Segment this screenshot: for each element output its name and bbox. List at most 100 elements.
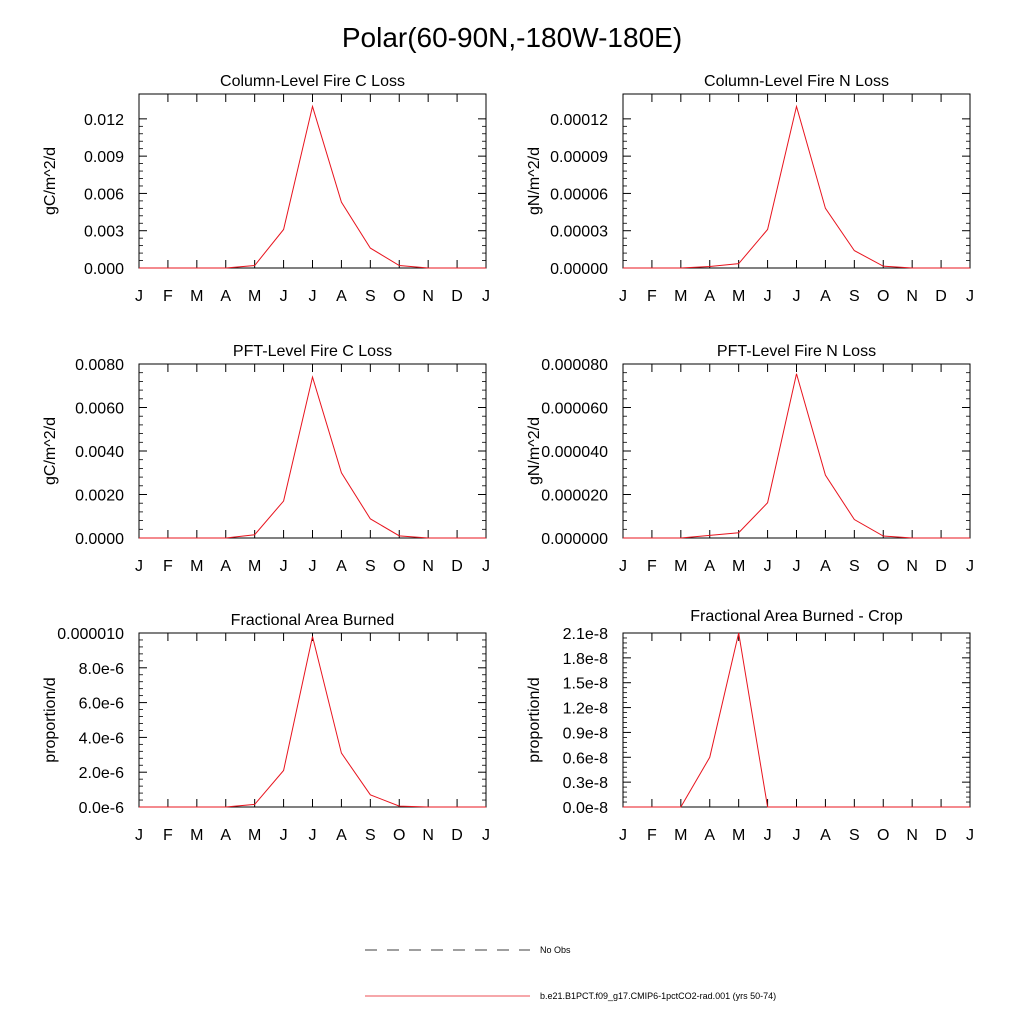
chart-3-xtick-label: A: [336, 558, 347, 575]
chart-1-xtick-label: J: [482, 288, 490, 305]
chart-3-xtick-label: J: [482, 558, 490, 575]
chart-2-xtick-label: F: [647, 288, 657, 305]
chart-3-xtick-label: M: [248, 558, 261, 575]
chart-4-ytick-label: 0.000000: [541, 531, 608, 548]
chart-4-xtick-label: D: [935, 558, 947, 575]
chart-3-ytick-label: 0.0080: [75, 357, 124, 374]
chart-1-ytick-label: 0.009: [84, 149, 124, 166]
chart-2-xtick-label: A: [820, 288, 831, 305]
chart-5-xtick-label: J: [482, 827, 490, 844]
chart-4-series-line: [623, 373, 970, 539]
chart-6-xtick-label: D: [935, 827, 947, 844]
chart-1-xtick-label: J: [309, 288, 317, 305]
chart-3-ylabel: gC/m^2/d: [42, 417, 59, 485]
chart-4-xtick-label: A: [820, 558, 831, 575]
chart-1-ytick-label: 0.006: [84, 186, 124, 203]
chart-1-xtick-label: N: [422, 288, 434, 305]
chart-6-ylabel: proportion/d: [526, 677, 543, 762]
chart-1-frame: [138, 93, 487, 269]
chart-6-frame: [622, 632, 971, 808]
figure-title: Polar(60-90N,-180W-180E): [341, 22, 683, 53]
chart-5-series-line: [139, 636, 486, 808]
chart-1-xtick-label: A: [336, 288, 347, 305]
chart-5-ytick-label: 8.0e-6: [79, 661, 124, 678]
chart-3-ytick-label: 0.0040: [75, 444, 124, 461]
chart-2-xtick-label: O: [877, 288, 889, 305]
chart-5-ytick-label: 6.0e-6: [79, 696, 124, 713]
chart-4-xtick-label: J: [764, 558, 772, 575]
chart-2-xtick-label: J: [966, 288, 974, 305]
chart-2-xtick-label: J: [619, 288, 627, 305]
chart-4-xtick-label: J: [966, 558, 974, 575]
chart-5-ytick-label: 0.0e-6: [79, 800, 124, 817]
chart-1-xtick-label: F: [163, 288, 173, 305]
chart-5-ytick-label: 0.000010: [57, 626, 124, 643]
chart-4-xtick-label: N: [906, 558, 918, 575]
chart-3-xtick-label: O: [393, 558, 405, 575]
chart-4-xtick-label: S: [849, 558, 860, 575]
chart-3-ytick-label: 0.0020: [75, 488, 124, 505]
chart-4-xtick-label: O: [877, 558, 889, 575]
chart-5-xtick-label: S: [365, 827, 376, 844]
chart-1-xtick-label: A: [220, 288, 231, 305]
chart-6-ytick-label: 1.2e-8: [563, 701, 608, 718]
chart-2-xtick-label: D: [935, 288, 947, 305]
chart-5-xtick-label: J: [135, 827, 143, 844]
chart-2-xtick-label: S: [849, 288, 860, 305]
chart-2-xtick-label: J: [764, 288, 772, 305]
chart-4-ytick-label: 0.000020: [541, 488, 608, 505]
chart-3-frame: [138, 363, 487, 539]
chart-6-xtick-label: M: [674, 827, 687, 844]
chart-5-xtick-label: M: [190, 827, 203, 844]
chart-4-xtick-label: J: [619, 558, 627, 575]
chart-6-xtick-label: J: [619, 827, 627, 844]
chart-2-series-line: [623, 104, 970, 269]
chart-5-xtick-label: J: [280, 827, 288, 844]
chart-1-xtick-label: D: [451, 288, 463, 305]
chart-6-xtick-label: F: [647, 827, 657, 844]
chart-6-xtick-label: M: [732, 827, 745, 844]
chart-4-ytick-label: 0.000080: [541, 357, 608, 374]
chart-5-xtick-label: F: [163, 827, 173, 844]
chart-6-xtick-label: J: [966, 827, 974, 844]
chart-2-ytick-label: 0.00009: [550, 149, 608, 166]
chart-2-xtick-label: J: [793, 288, 801, 305]
chart-5-xtick-label: N: [422, 827, 434, 844]
chart-5-xtick-label: J: [309, 827, 317, 844]
chart-5-xtick-label: D: [451, 827, 463, 844]
chart-1-series-line: [139, 104, 486, 269]
chart-4-xtick-label: F: [647, 558, 657, 575]
chart-2-ytick-label: 0.00000: [550, 261, 608, 278]
chart-4-ytick-label: 0.000040: [541, 444, 608, 461]
chart-5-title: Fractional Area Burned: [231, 612, 395, 629]
chart-6-ytick-label: 1.8e-8: [563, 651, 608, 668]
chart-6-ytick-label: 0.3e-8: [563, 775, 608, 792]
chart-2-frame: [622, 93, 971, 269]
chart-5-xtick-label: A: [336, 827, 347, 844]
chart-6-title: Fractional Area Burned - Crop: [690, 608, 903, 625]
chart-3-xtick-label: S: [365, 558, 376, 575]
chart-1-xtick-label: J: [135, 288, 143, 305]
chart-3-title: PFT-Level Fire C Loss: [233, 343, 392, 360]
chart-1-xtick-label: M: [248, 288, 261, 305]
chart-5-ylabel: proportion/d: [42, 677, 59, 762]
chart-3-series-line: [139, 375, 486, 539]
chart-6-ytick-label: 1.5e-8: [563, 676, 608, 693]
chart-3-xtick-label: J: [309, 558, 317, 575]
chart-2-ytick-label: 0.00012: [550, 112, 608, 129]
chart-2-ytick-label: 0.00003: [550, 224, 608, 241]
chart-1-ytick-label: 0.000: [84, 261, 124, 278]
chart-2-xtick-label: A: [704, 288, 715, 305]
chart-3-xtick-label: D: [451, 558, 463, 575]
chart-4-ylabel: gN/m^2/d: [526, 417, 543, 485]
chart-1-xtick-label: M: [190, 288, 203, 305]
chart-5-xtick-label: M: [248, 827, 261, 844]
chart-2-xtick-label: M: [732, 288, 745, 305]
chart-3-xtick-label: N: [422, 558, 434, 575]
chart-5-xtick-label: O: [393, 827, 405, 844]
chart-5-frame: [138, 632, 487, 808]
chart-1-xtick-label: O: [393, 288, 405, 305]
chart-3-xtick-label: J: [280, 558, 288, 575]
